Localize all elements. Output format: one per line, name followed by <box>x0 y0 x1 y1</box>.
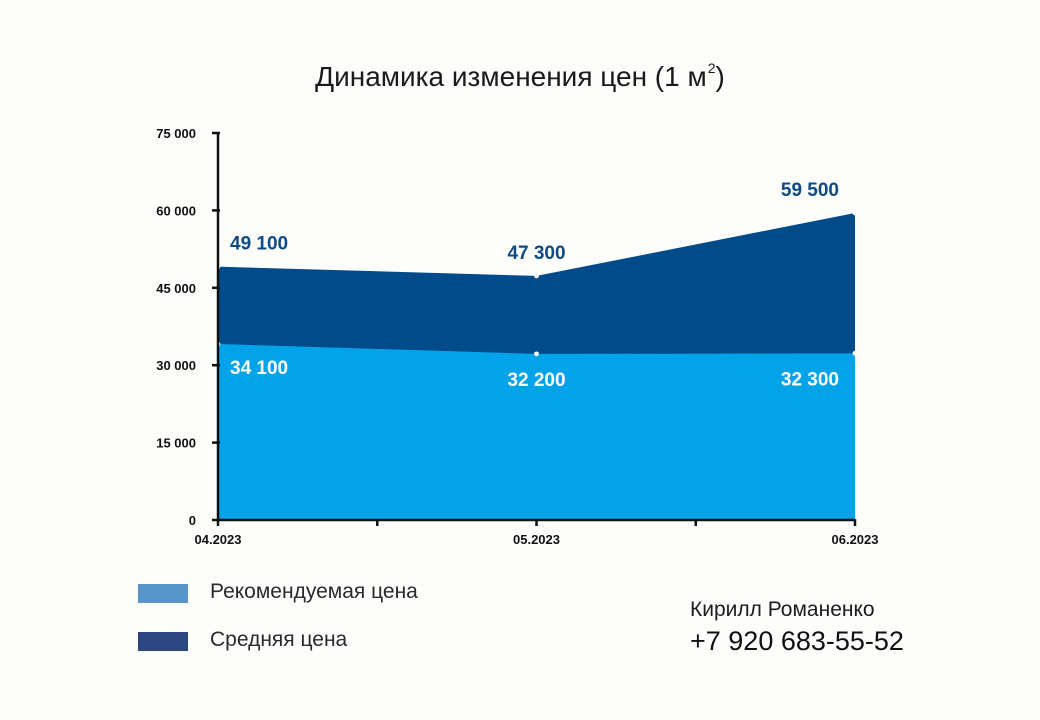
area-series-0 <box>218 344 855 520</box>
y-tick-label-4: 60 000 <box>156 203 196 218</box>
data-point-s1-1 <box>534 273 539 279</box>
legend-swatch-recommended-price <box>138 584 188 603</box>
chart-title-suffix: ) <box>715 61 725 92</box>
y-tick-label-3: 45 000 <box>156 281 196 296</box>
data-label-s0-0: 34 100 <box>230 358 288 379</box>
contact-block: Кирилл Романенко +7 920 683-55-52 <box>690 598 904 657</box>
y-tick-label-2: 30 000 <box>156 358 196 373</box>
data-point-s0-1 <box>534 351 539 357</box>
legend-label-average-price: Средняя цена <box>210 628 348 651</box>
y-tick-label-0: 0 <box>189 513 196 528</box>
contact-phone: +7 920 683-55-52 <box>690 626 904 656</box>
chart-title-superscript: 2 <box>707 60 716 76</box>
contact-name: Кирилл Романенко <box>690 598 875 621</box>
data-label-s1-2: 59 500 <box>781 180 839 201</box>
chart-title-text: Динамика изменения цен (1 м <box>315 61 707 92</box>
x-tick-label-0: 04.2023 <box>195 532 242 547</box>
legend-label-recommended-price: Рекомендуемая цена <box>210 580 418 603</box>
area-chart: 0 15 000 30 000 45 000 60 000 75 000 04.2023 05… <box>156 126 879 547</box>
data-label-s1-1: 47 300 <box>507 243 565 264</box>
data-label-s1-0: 49 100 <box>230 234 288 255</box>
y-tick-label-5: 75 000 <box>156 126 196 141</box>
data-label-s0-2: 32 300 <box>781 369 839 390</box>
x-tick-label-2: 06.2023 <box>832 532 879 547</box>
x-tick-label-1: 05.2023 <box>513 532 560 547</box>
data-point-s1-2 <box>852 210 858 216</box>
data-point-s0-2 <box>852 350 858 356</box>
chart-title: Динамика изменения цен (1 м2) <box>0 60 1040 93</box>
y-tick-label-1: 15 000 <box>156 436 196 451</box>
legend-swatch-average-price <box>138 632 188 651</box>
data-label-s0-1: 32 200 <box>507 370 565 391</box>
